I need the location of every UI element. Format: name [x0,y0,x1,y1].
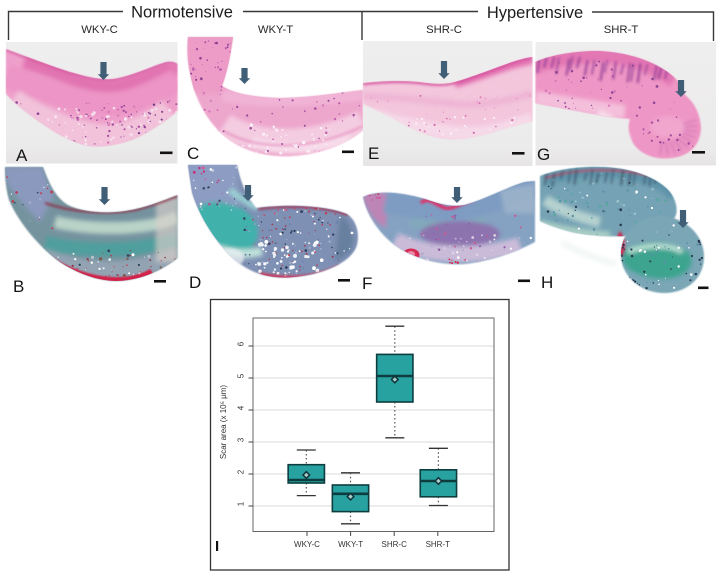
svg-text:SHR-C: SHR-C [426,24,462,36]
svg-text:E: E [368,144,379,163]
svg-text:SHR-C: SHR-C [382,540,408,549]
svg-text:Scar area (x 10⁵ μm): Scar area (x 10⁵ μm) [219,385,228,460]
svg-text:2: 2 [237,469,246,474]
svg-text:D: D [189,273,201,292]
svg-text:Normotensive: Normotensive [131,4,233,22]
svg-text:Hypertensive: Hypertensive [487,4,583,22]
svg-text:F: F [362,274,372,293]
svg-text:G: G [537,145,550,164]
svg-text:B: B [13,277,24,296]
svg-text:SHR-T: SHR-T [604,24,639,36]
svg-text:WKY-C: WKY-C [294,540,320,549]
svg-text:A: A [16,146,28,165]
svg-text:WKY-C: WKY-C [81,24,118,36]
svg-text:H: H [541,273,553,292]
svg-text:C: C [187,144,199,163]
svg-text:WKY-T: WKY-T [258,24,293,36]
svg-text:6: 6 [237,341,246,346]
svg-text:WKY-T: WKY-T [338,540,363,549]
svg-text:5: 5 [237,373,246,378]
svg-text:4: 4 [237,405,246,410]
svg-text:SHR-T: SHR-T [426,540,451,549]
svg-text:1: 1 [237,501,246,506]
svg-text:3: 3 [237,437,246,442]
svg-text:I: I [215,538,219,555]
